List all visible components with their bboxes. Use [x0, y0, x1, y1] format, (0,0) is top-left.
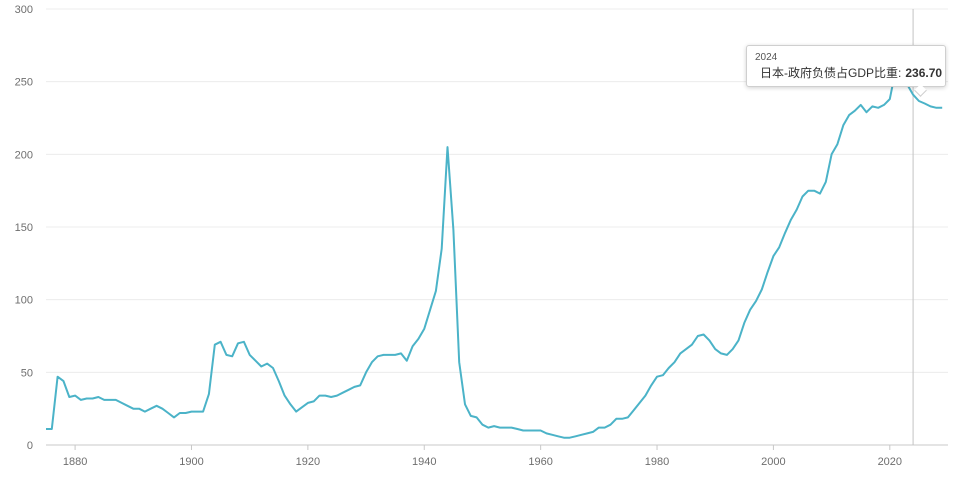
series-line — [46, 69, 943, 439]
x-tick-label: 1960 — [528, 456, 552, 468]
series-layer — [46, 69, 943, 439]
y-tick-label: 100 — [15, 295, 33, 307]
y-tick-label: 300 — [15, 4, 33, 16]
x-tick-label: 1980 — [645, 456, 669, 468]
tooltip-series-label: 日本-政府负债占GDP比重: — [760, 66, 902, 80]
tooltip-value: 236.70 — [905, 66, 943, 80]
tooltip: 2024 日本-政府负债占GDP比重: 236.70 — [746, 45, 946, 87]
y-tick-label: 200 — [15, 149, 33, 161]
x-tick-label: 1940 — [412, 456, 436, 468]
y-tick-label: 50 — [21, 367, 33, 379]
x-tick-label: 1880 — [63, 456, 87, 468]
y-tick-label: 0 — [27, 440, 33, 452]
y-tick-label: 150 — [15, 222, 33, 234]
x-tick-label: 1900 — [179, 456, 203, 468]
x-tick-label: 2020 — [878, 456, 902, 468]
x-axis-ticks: 1880 1900 1920 1940 1960 1980 2000 2020 — [63, 445, 902, 468]
y-tick-label: 250 — [15, 77, 33, 89]
tooltip-row: 日本-政府负债占GDP比重: 236.70 — [755, 64, 942, 82]
gridlines — [46, 8, 948, 373]
tooltip-year: 2024 — [755, 52, 778, 63]
y-axis-ticks: 0 50 100 150 200 250 300 — [15, 4, 33, 452]
x-tick-label: 2000 — [761, 456, 785, 468]
x-tick-label: 1920 — [296, 456, 320, 468]
